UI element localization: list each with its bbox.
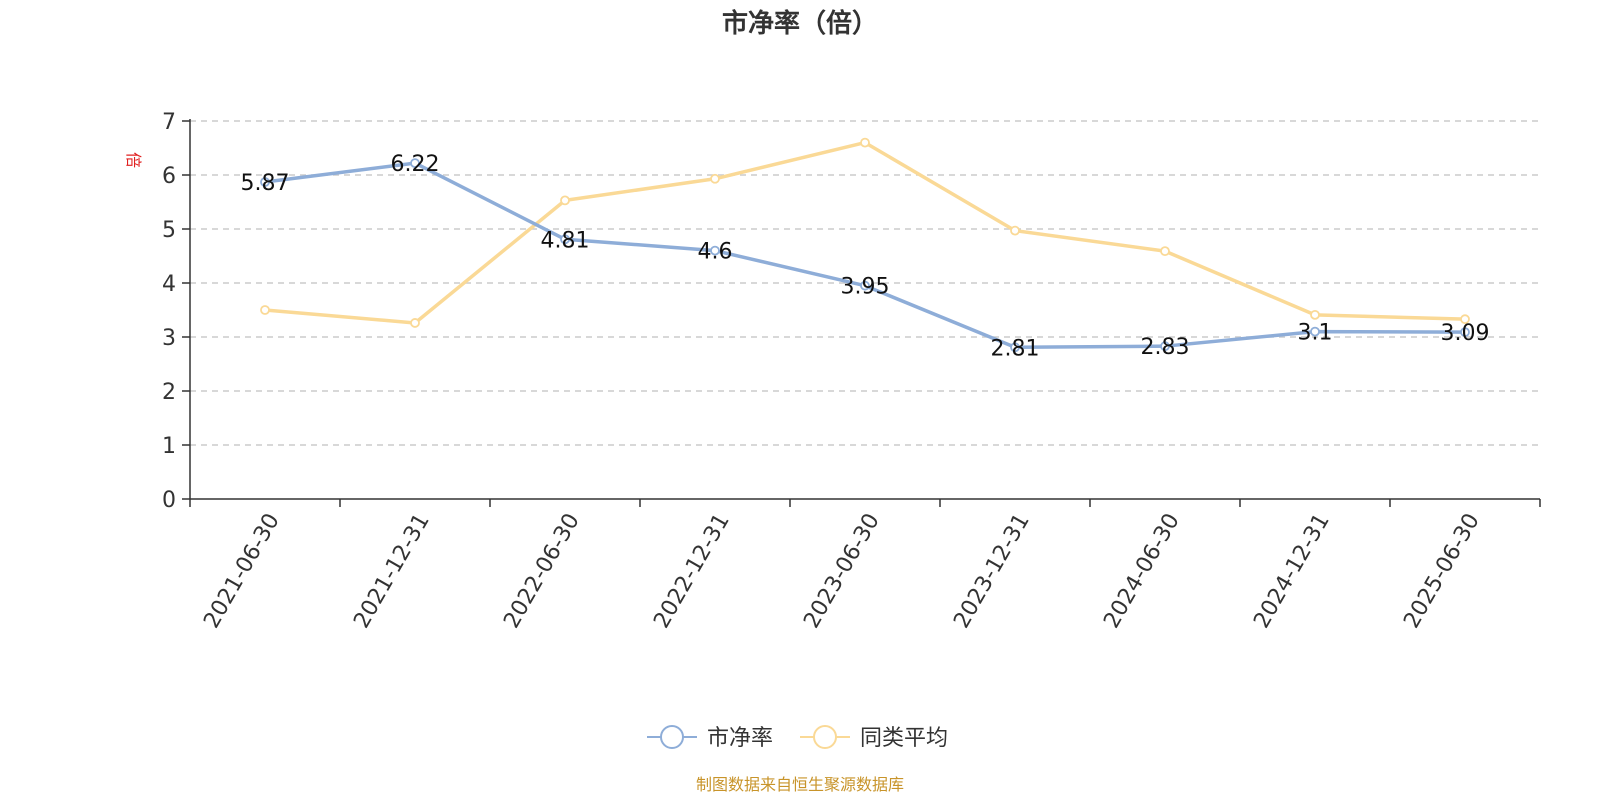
source-note: 制图数据来自恒生聚源数据库 (696, 775, 904, 794)
x-tick-label: 2025-06-30 (1399, 509, 1485, 632)
axes: 0 1 2 3 4 5 6 7 2021-06-30 2021-12-31 2022-06-30 20… (162, 110, 1541, 633)
data-label: 3.95 (841, 275, 890, 300)
series-lines (260, 137, 1470, 353)
data-point (1010, 342, 1020, 353)
x-tick-label: 2023-12-31 (949, 509, 1035, 632)
data-label: 3.1 (1298, 321, 1333, 346)
data-point (410, 158, 420, 169)
x-tick-label: 2024-12-31 (1249, 509, 1335, 632)
legend-item-0[interactable]: 市净率 (647, 725, 773, 751)
data-label: 2.83 (1141, 335, 1190, 360)
data-point (860, 137, 870, 148)
data-point (1160, 246, 1170, 257)
data-label: 4.6 (698, 240, 733, 265)
x-tick-label: 2022-06-30 (499, 509, 585, 632)
x-tick-label: 2021-06-30 (199, 509, 285, 632)
legend-marker (813, 725, 837, 749)
chart-title: 市净率（倍） (722, 8, 878, 39)
data-label: 6.22 (391, 152, 440, 177)
x-tick-label: 2022-12-31 (649, 509, 735, 632)
y-tick-label: 7 (162, 110, 176, 135)
y-tick-label: 6 (162, 164, 176, 189)
x-tick-label: 2021-12-31 (349, 509, 435, 632)
data-point (1310, 309, 1320, 320)
y-axis-unit-label: 倍 (124, 152, 143, 168)
y-tick-label: 2 (162, 380, 176, 405)
legend-label: 市净率 (707, 726, 773, 751)
data-point (1010, 225, 1020, 236)
data-point (1460, 327, 1470, 338)
data-label: 4.81 (541, 228, 590, 253)
data-point (710, 245, 720, 256)
data-label: 2.81 (991, 336, 1040, 361)
data-point (1460, 314, 1470, 325)
data-label: 5.87 (241, 171, 290, 196)
legend-label: 同类平均 (860, 726, 948, 751)
y-tick-label: 0 (162, 488, 176, 513)
data-point (1160, 341, 1170, 352)
y-tick-label: 4 (162, 272, 176, 297)
data-point (710, 173, 720, 184)
series-line-0 (264, 161, 1466, 350)
y-tick-label: 1 (162, 434, 176, 459)
data-point (260, 305, 270, 315)
y-tick-label: 3 (162, 326, 176, 351)
x-tick-label: 2023-06-30 (799, 509, 885, 632)
grid-lines (190, 120, 1540, 446)
legend-marker (660, 725, 684, 749)
data-point (410, 318, 420, 328)
data-point (260, 177, 270, 187)
x-tick-label: 2024-06-30 (1099, 509, 1185, 632)
data-labels: 5.87 6.22 4.81 4.6 3.95 2.81 2.83 3.1 3.09 (241, 152, 1490, 361)
data-point (560, 234, 570, 245)
legend-item-1[interactable]: 同类平均 (800, 725, 948, 751)
y-tick-label: 5 (162, 218, 176, 243)
legend[interactable]: 市净率 同类平均 (647, 725, 948, 751)
data-point (860, 280, 870, 291)
data-label: 3.09 (1441, 321, 1490, 346)
data-point (1310, 326, 1320, 337)
data-point (560, 195, 570, 206)
